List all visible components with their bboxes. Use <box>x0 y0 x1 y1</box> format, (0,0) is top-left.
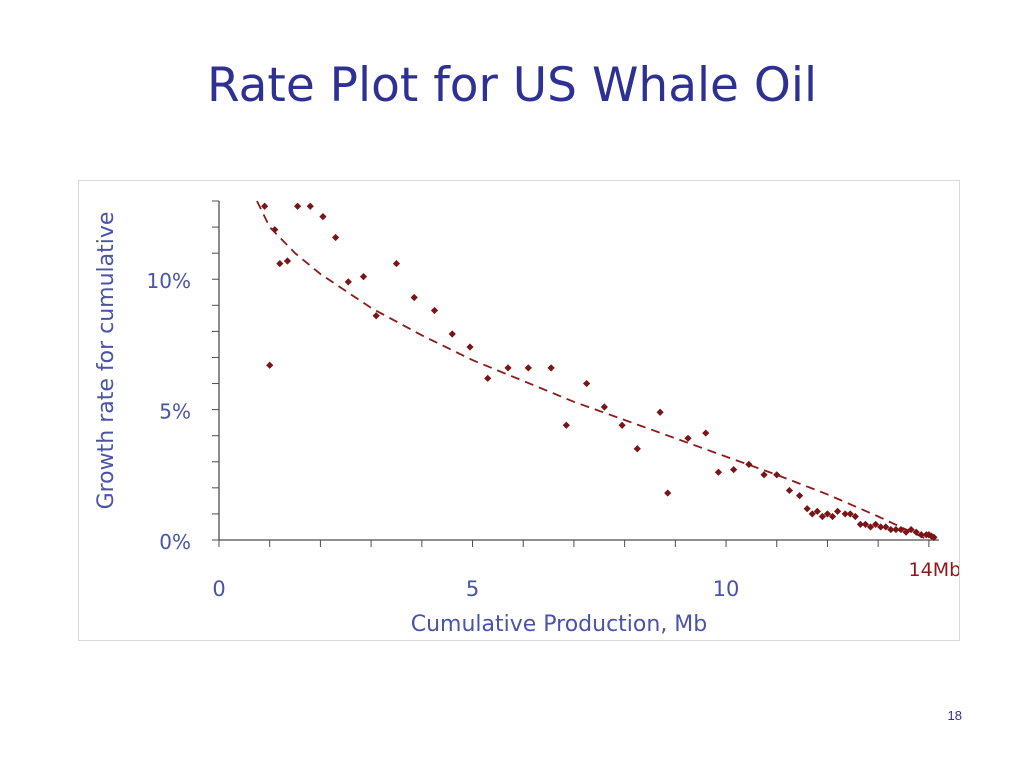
data-point <box>504 364 512 372</box>
data-point <box>833 507 842 515</box>
data-point <box>547 364 555 372</box>
data-point <box>466 343 474 351</box>
data-point <box>271 226 279 234</box>
slide-title: Rate Plot for US Whale Oil <box>206 58 818 113</box>
data-point <box>656 408 664 416</box>
data-point <box>261 202 269 210</box>
data-point <box>633 445 641 453</box>
data-point <box>856 520 865 528</box>
axes <box>212 200 939 547</box>
x-tick-label: 10 <box>713 577 740 601</box>
data-point <box>872 520 880 528</box>
trend-line <box>256 200 930 541</box>
data-point <box>861 520 870 528</box>
y-tick-label: 0% <box>159 530 191 554</box>
data-point <box>818 512 826 521</box>
data-point <box>562 421 570 429</box>
data-point <box>813 507 821 515</box>
data-point <box>795 492 804 500</box>
data-point <box>760 471 768 479</box>
data-point <box>618 421 626 429</box>
data-point <box>684 434 692 442</box>
data-point <box>912 528 920 536</box>
trend-line-layer <box>256 200 930 541</box>
data-point <box>293 202 302 210</box>
data-point <box>917 531 925 539</box>
data-point <box>907 525 915 534</box>
data-point <box>600 403 608 411</box>
data-point <box>359 273 368 281</box>
x-tick-label: 5 <box>466 577 479 601</box>
data-point <box>664 489 672 497</box>
data-point <box>583 379 591 388</box>
data-point <box>319 213 327 221</box>
data-point <box>702 429 710 437</box>
data-point <box>773 471 781 479</box>
data-point <box>892 525 900 534</box>
data-point <box>730 465 738 474</box>
data-point <box>823 510 832 518</box>
data-point <box>902 528 910 536</box>
data-point <box>430 306 439 315</box>
data-point <box>410 293 418 302</box>
x-axis-title: Cumulative Production, Mb <box>411 612 708 637</box>
data-point <box>877 523 885 531</box>
data-point <box>344 278 352 286</box>
data-point <box>846 510 854 518</box>
data-point <box>332 233 340 242</box>
data-point <box>484 374 492 382</box>
data-point <box>887 525 895 534</box>
page-number: 18 <box>947 708 962 723</box>
data-point <box>897 525 905 534</box>
data-point <box>448 330 456 338</box>
data-points-layer <box>261 202 938 541</box>
data-point <box>714 468 723 476</box>
data-point <box>745 460 753 468</box>
data-point <box>266 361 274 369</box>
data-point <box>803 505 811 513</box>
data-point <box>524 364 532 372</box>
x-tick-label: 0 <box>212 577 225 601</box>
data-point <box>808 510 816 518</box>
data-point <box>930 533 938 541</box>
y-tick-label: 5% <box>159 400 191 424</box>
data-point <box>841 510 849 518</box>
data-point <box>392 259 401 268</box>
data-point <box>276 259 284 268</box>
data-point <box>828 512 837 521</box>
data-point <box>306 202 314 210</box>
data-point <box>882 523 890 531</box>
annotation-label: 14Mb <box>909 559 959 581</box>
data-point <box>925 531 933 539</box>
data-point <box>283 257 292 265</box>
data-point <box>372 312 380 320</box>
data-point <box>785 486 794 495</box>
chart-frame: 0% 5% 10% 0 5 10 Cumulative Production, Mb Grow… <box>78 180 960 641</box>
data-point <box>866 523 875 531</box>
data-point <box>851 512 859 521</box>
data-point <box>927 532 935 540</box>
y-tick-label: 10% <box>147 269 191 293</box>
y-axis-title: Growth rate for cumulative <box>94 212 119 510</box>
